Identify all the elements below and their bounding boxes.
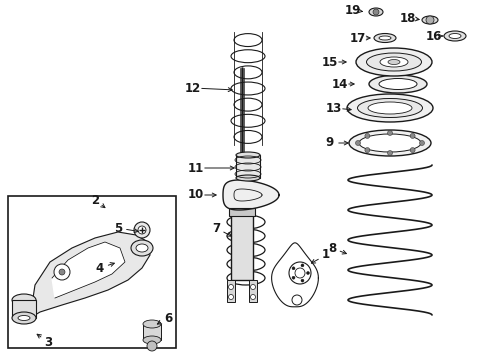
- Polygon shape: [30, 232, 150, 318]
- Text: 15: 15: [321, 55, 338, 68]
- Ellipse shape: [348, 130, 430, 156]
- Text: 10: 10: [187, 189, 203, 202]
- Ellipse shape: [448, 33, 460, 39]
- Circle shape: [355, 140, 360, 145]
- Ellipse shape: [421, 16, 437, 24]
- Circle shape: [300, 264, 304, 267]
- Circle shape: [386, 130, 392, 135]
- Circle shape: [364, 134, 369, 139]
- Ellipse shape: [18, 315, 30, 320]
- Bar: [248, 280, 257, 302]
- Circle shape: [364, 148, 369, 153]
- Circle shape: [386, 150, 392, 156]
- Polygon shape: [52, 242, 125, 298]
- Text: 2: 2: [91, 194, 99, 207]
- Text: 18: 18: [399, 12, 415, 24]
- Ellipse shape: [378, 36, 390, 40]
- Text: 14: 14: [331, 77, 347, 90]
- Polygon shape: [223, 180, 279, 210]
- Ellipse shape: [142, 320, 161, 328]
- Text: 9: 9: [325, 136, 333, 149]
- Text: 17: 17: [349, 31, 366, 45]
- Ellipse shape: [368, 8, 382, 16]
- Circle shape: [372, 9, 378, 15]
- Ellipse shape: [378, 78, 416, 90]
- Ellipse shape: [366, 53, 421, 71]
- Text: 13: 13: [325, 102, 342, 114]
- Text: 19: 19: [344, 4, 361, 17]
- Circle shape: [300, 279, 304, 282]
- Ellipse shape: [387, 59, 399, 64]
- Text: 8: 8: [327, 242, 335, 255]
- Ellipse shape: [236, 152, 260, 158]
- Text: 11: 11: [187, 162, 203, 175]
- Circle shape: [306, 271, 309, 274]
- Ellipse shape: [379, 57, 407, 67]
- Ellipse shape: [355, 48, 431, 76]
- Bar: [228, 208, 254, 216]
- Circle shape: [147, 341, 157, 351]
- Circle shape: [419, 140, 424, 145]
- Bar: [236, 155, 260, 178]
- Circle shape: [291, 276, 294, 279]
- Text: 7: 7: [211, 221, 220, 234]
- Circle shape: [228, 284, 233, 289]
- Ellipse shape: [373, 33, 395, 42]
- Circle shape: [291, 267, 294, 270]
- Ellipse shape: [367, 102, 411, 114]
- Circle shape: [134, 222, 150, 238]
- Bar: [8, 196, 176, 348]
- Circle shape: [250, 284, 255, 289]
- Circle shape: [228, 294, 233, 300]
- Ellipse shape: [12, 312, 36, 324]
- Bar: [230, 212, 252, 280]
- Ellipse shape: [357, 99, 422, 117]
- Ellipse shape: [443, 31, 465, 41]
- Ellipse shape: [358, 134, 420, 152]
- Circle shape: [409, 148, 414, 153]
- Ellipse shape: [142, 336, 161, 344]
- Ellipse shape: [12, 294, 36, 306]
- Ellipse shape: [368, 75, 426, 93]
- Circle shape: [409, 134, 414, 139]
- Bar: [226, 280, 235, 302]
- Text: 6: 6: [163, 311, 172, 324]
- Text: 12: 12: [184, 81, 201, 94]
- Text: 1: 1: [321, 248, 329, 261]
- Text: 16: 16: [425, 30, 441, 42]
- Bar: [12, 300, 36, 318]
- Text: 4: 4: [96, 261, 104, 274]
- Ellipse shape: [136, 244, 148, 252]
- Ellipse shape: [346, 94, 432, 122]
- Text: 5: 5: [114, 221, 122, 234]
- Text: 3: 3: [44, 336, 52, 348]
- Ellipse shape: [131, 240, 153, 256]
- Bar: [142, 324, 161, 340]
- Ellipse shape: [236, 175, 260, 181]
- Circle shape: [59, 269, 65, 275]
- Circle shape: [425, 16, 433, 24]
- Circle shape: [54, 264, 70, 280]
- Circle shape: [250, 294, 255, 300]
- Circle shape: [138, 226, 146, 234]
